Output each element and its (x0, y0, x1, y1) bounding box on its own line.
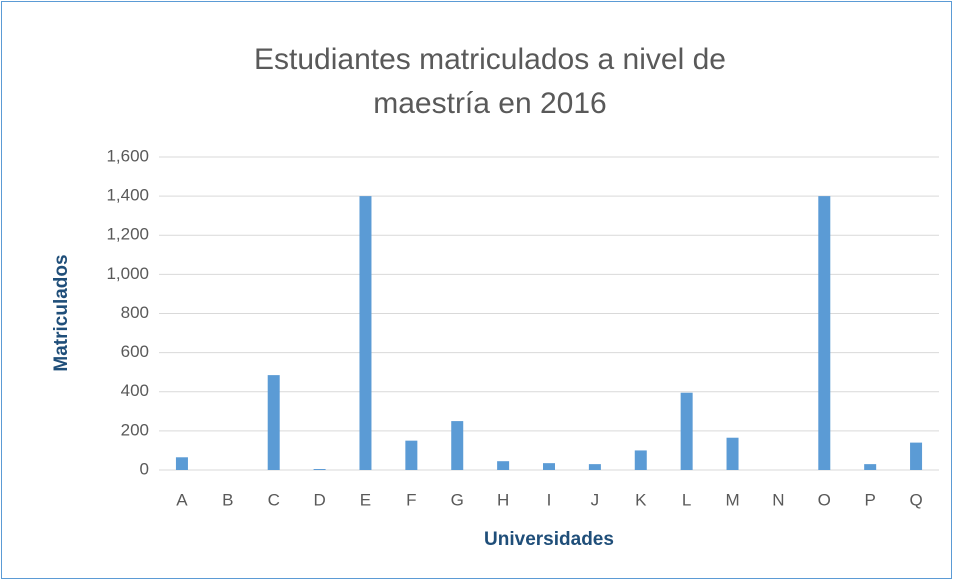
x-tick-label: M (725, 490, 739, 509)
bar (359, 196, 372, 470)
x-tick-label: N (772, 490, 784, 509)
y-tick-label: 0 (140, 459, 149, 478)
bar (175, 457, 188, 470)
y-tick-label: 400 (121, 381, 149, 400)
bar (680, 392, 693, 470)
bar (451, 421, 464, 470)
bar (267, 375, 280, 470)
x-tick-label: I (547, 490, 552, 509)
x-tick-label: G (451, 490, 464, 509)
bar (910, 442, 923, 470)
x-tick-label: C (268, 490, 280, 509)
bar (313, 469, 326, 470)
x-tick-label: D (313, 490, 325, 509)
x-tick-label: K (635, 490, 647, 509)
y-tick-label: 1,400 (106, 186, 149, 205)
bar (864, 464, 877, 470)
bar (405, 440, 418, 470)
y-tick-label: 1,200 (106, 225, 149, 244)
bar (726, 437, 739, 470)
x-tick-label: L (682, 490, 691, 509)
y-tick-label: 1,000 (106, 264, 149, 283)
x-axis-title: Universidades (484, 529, 614, 550)
x-tick-label: Q (909, 490, 922, 509)
x-tick-label: A (176, 490, 188, 509)
chart-title: Estudiantes matriculados a nivel de maes… (254, 43, 726, 120)
x-tick-label: J (591, 490, 600, 509)
x-tick-label: F (406, 490, 416, 509)
x-tick-label: H (497, 490, 509, 509)
bar (634, 450, 647, 470)
bar (818, 196, 831, 470)
bar (543, 463, 555, 470)
bar (497, 461, 510, 470)
y-tick-label: 800 (121, 303, 149, 322)
x-tick-label: B (222, 490, 233, 509)
x-tick-label: O (818, 490, 831, 509)
x-tick-label: E (360, 490, 371, 509)
y-tick-label: 600 (121, 342, 149, 361)
x-tick-label: P (865, 490, 876, 509)
y-axis-title: Matriculados (51, 254, 72, 371)
bar (588, 464, 601, 470)
y-tick-label: 200 (121, 420, 149, 439)
y-tick-label: 1,600 (106, 146, 149, 165)
